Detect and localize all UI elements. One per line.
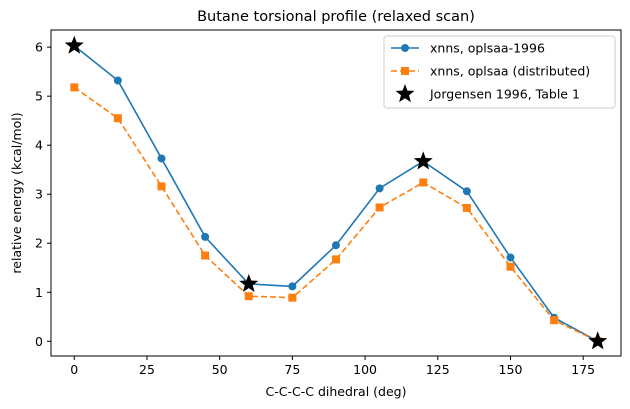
x-tick-label-6: 150 [499,362,523,377]
x-tick-label-2: 50 [212,362,228,377]
legend: xnns, oplsaa-1996 xnns, oplsaa (distribut… [383,35,616,109]
series-1-point-3 [201,251,210,260]
x-tick-label-3: 75 [284,362,300,377]
series-0-point-10 [506,253,515,262]
series-0-point-1 [113,76,122,85]
series-1-point-2 [157,182,166,191]
legend-label-0: xnns, oplsaa-1996 [430,41,545,56]
y-tick-label-2: 2 [35,236,43,251]
y-axis-label: relative energy (kcal/mol) [9,112,24,273]
y-tick-label-1: 1 [35,285,43,300]
series-0-point-3 [201,232,210,241]
y-tick-label-5: 5 [35,89,43,104]
series-0-point-2 [157,154,166,163]
x-tick-label-4: 100 [353,362,377,377]
series-0-point-5 [288,282,297,291]
series-2 [64,35,608,350]
series-1-point-5 [288,293,297,302]
legend-marker-1 [401,67,409,75]
y-tick-label-4: 4 [35,138,43,153]
series-2-point-2 [413,151,433,170]
x-axis-label: C-C-C-C dihedral (deg) [266,384,407,399]
y-tick-label-6: 6 [35,40,43,55]
series-0-point-7 [375,184,384,193]
series-1-point-11 [550,316,559,325]
series-1-point-1 [113,114,122,123]
x-tick-label-0: 0 [70,362,78,377]
chart-title: Butane torsional profile (relaxed scan) [197,9,475,25]
legend-label-1: xnns, oplsaa (distributed) [430,64,590,79]
series-1-point-4 [244,292,253,301]
x-tick-label-1: 25 [139,362,155,377]
series-2-point-3 [588,331,608,350]
y-tick-label-0: 0 [35,334,43,349]
legend-marker-2 [395,84,415,103]
series-0-point-6 [332,241,340,250]
series-1 [70,83,602,346]
series-2-point-0 [64,35,84,54]
y-axis-ticks: 0 1 2 3 4 5 6 [35,40,51,349]
legend-label-2: Jorgensen 1996, Table 1 [429,87,580,102]
x-tick-label-5: 125 [426,362,450,377]
series-1-point-8 [419,178,428,187]
series-1-point-7 [375,203,384,212]
series-1-point-9 [462,203,471,212]
legend-marker-0 [401,44,409,52]
series-2-point-1 [239,273,259,293]
series-layer [64,35,608,350]
y-tick-label-3: 3 [35,187,43,202]
legend-box [383,35,616,109]
series-0-point-9 [462,187,471,196]
series-1-point-0 [70,83,79,92]
series-1-point-6 [332,255,340,264]
x-axis-ticks: 0 25 50 75 100 125 150 175 [70,356,595,377]
series-1-point-10 [506,262,515,271]
x-tick-label-7: 175 [571,362,595,377]
